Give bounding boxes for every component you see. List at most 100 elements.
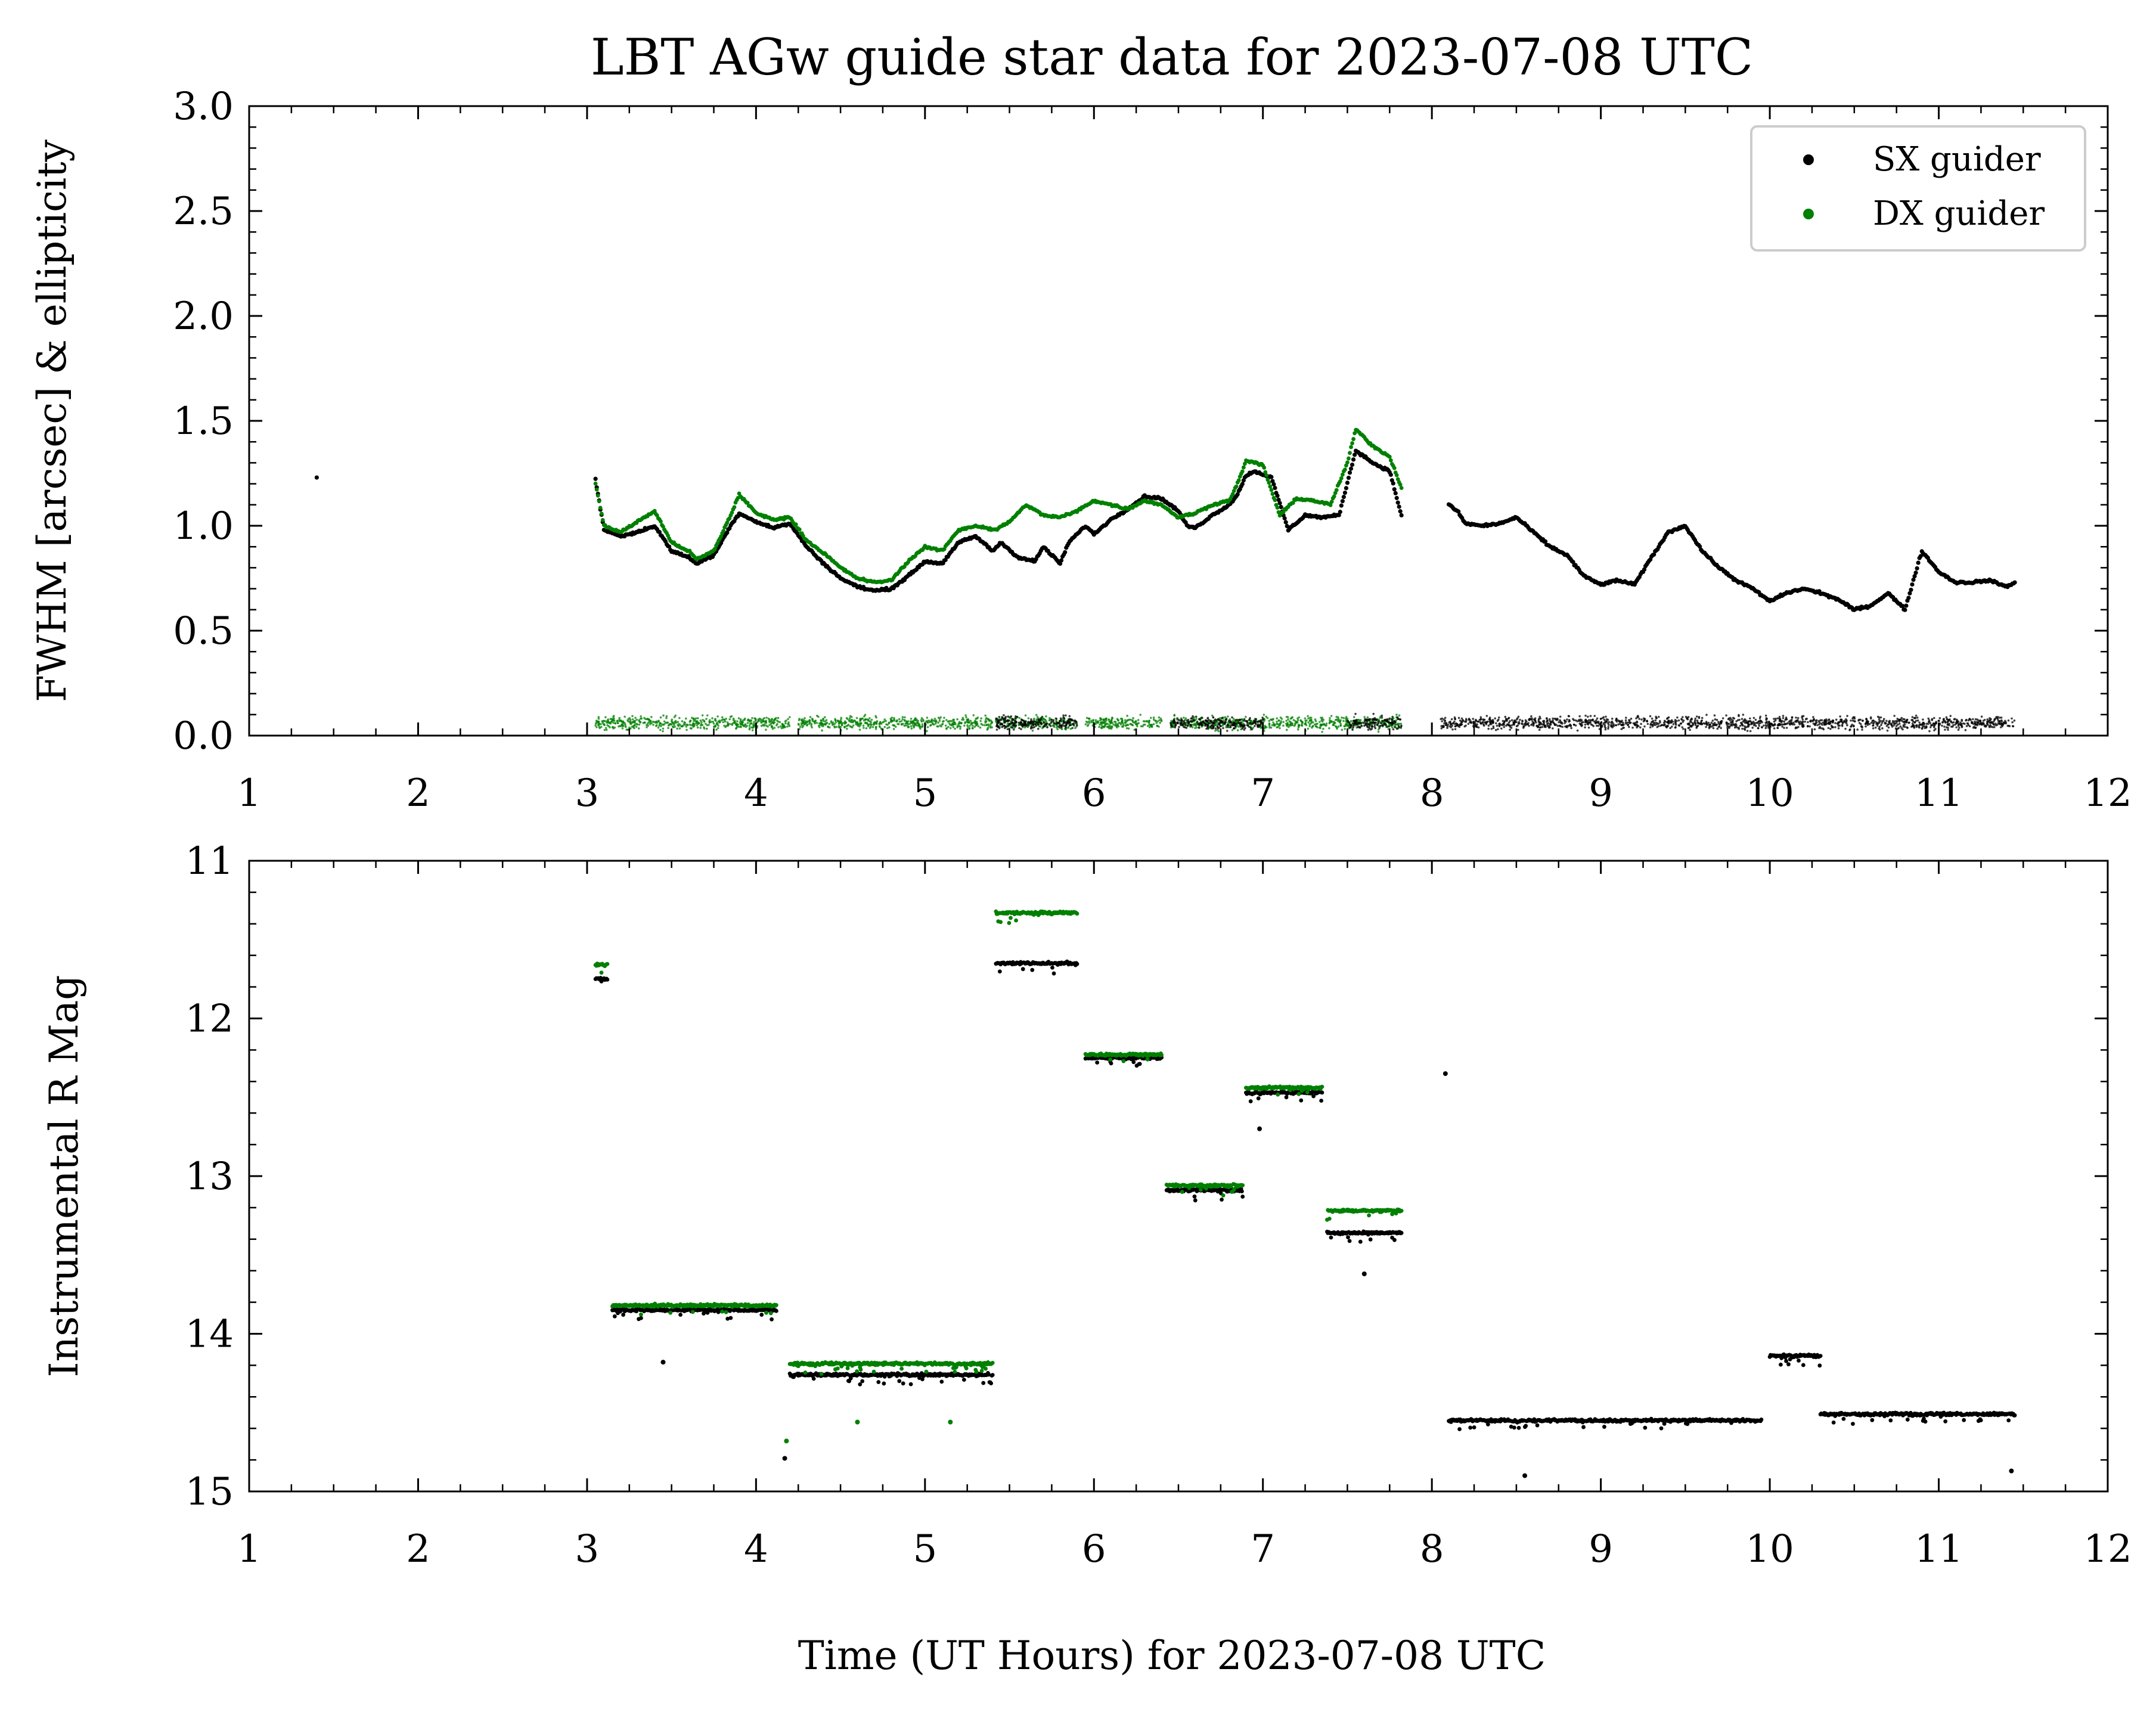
sx-ellipticity-point: [1957, 728, 1960, 731]
sx-ellipticity-point: [1744, 728, 1746, 731]
dx-ellipticity-point: [623, 715, 626, 718]
sx-ellipticity-point: [1588, 721, 1590, 724]
sx-ellipticity-point: [1563, 719, 1566, 722]
sx-fwhm-point: [1271, 482, 1276, 486]
dx-ellipticity-point: [1027, 717, 1030, 719]
sx-ellipticity-point: [1640, 718, 1643, 721]
dx-ellipticity-point: [733, 719, 736, 722]
sx-ellipticity-point: [1260, 722, 1262, 724]
sx-ellipticity-point: [1791, 717, 1794, 719]
sx-ellipticity-point: [2007, 719, 2010, 722]
dx-ellipticity-point: [779, 725, 782, 728]
sx-ellipticity-point: [1473, 722, 1475, 724]
sx-ellipticity-point: [1603, 724, 1606, 727]
dx-ellipticity-point: [868, 723, 871, 725]
sx-ellipticity-point: [1796, 719, 1798, 722]
dx-ellipticity-point: [901, 716, 904, 718]
sx-ellipticity-point: [1210, 727, 1212, 730]
sx-ellipticity-point: [1693, 721, 1696, 723]
dx-ellipticity-point: [1320, 719, 1323, 722]
sx-ellipticity-point: [1776, 717, 1779, 719]
sx-ellipticity-point: [1476, 723, 1478, 726]
sx-ellipticity-point: [1231, 724, 1234, 727]
sx-fwhm-point: [1904, 603, 1909, 608]
sx-ellipticity-point: [1178, 725, 1180, 728]
sx-ellipticity-point: [1741, 727, 1744, 730]
sx-ellipticity-point: [1589, 715, 1592, 717]
dx-ellipticity-point: [956, 718, 958, 721]
sx-ellipticity-point: [1559, 719, 1561, 722]
dx-ellipticity-point: [863, 727, 865, 729]
sx-ellipticity-point: [1634, 721, 1637, 724]
dx-ellipticity-point: [815, 721, 818, 724]
sx-ellipticity-point: [1803, 725, 1805, 728]
dx-ellipticity-point: [945, 727, 948, 730]
dx-ellipticity-point: [852, 724, 855, 727]
sx-ellipticity-point: [1784, 718, 1787, 721]
dx-ellipticity-point: [1330, 715, 1333, 717]
dx-ellipticity-point: [1328, 721, 1331, 724]
dx-ellipticity-point: [1329, 717, 1331, 719]
sx-ellipticity-point: [1517, 715, 1520, 718]
dx-ellipticity-point: [737, 717, 740, 719]
sx-ellipticity-point: [1400, 727, 1403, 729]
sx-ellipticity-point: [1876, 715, 1879, 718]
sx-ellipticity-point: [1667, 719, 1670, 722]
sx-ellipticity-point: [1507, 724, 1510, 726]
sx-ellipticity-point: [1460, 724, 1462, 727]
dx-ellipticity-point: [822, 717, 824, 720]
sx-ellipticity-point: [1542, 720, 1544, 722]
dx-ellipticity-point: [1322, 728, 1324, 730]
sx-fwhm-point: [1395, 500, 1400, 505]
dx-ellipticity-point: [1060, 728, 1063, 730]
dx-ellipticity-point: [1321, 723, 1324, 726]
sx-ellipticity-point: [1786, 722, 1789, 725]
sx-fwhm-point: [1910, 582, 1915, 587]
sx-ellipticity-point: [1066, 722, 1069, 725]
sx-ellipticity-point: [1827, 727, 1830, 730]
sx-ellipticity-point: [1651, 721, 1654, 723]
dx-ellipticity-point: [1296, 728, 1299, 731]
sx-ellipticity-point: [1887, 726, 1890, 729]
sx-ellipticity-point: [1890, 722, 1893, 725]
sx-ellipticity-point: [1219, 725, 1222, 728]
sx-ellipticity-point: [1206, 717, 1209, 719]
dx-ellipticity-point: [1214, 729, 1217, 732]
dx-ellipticity-point: [954, 727, 956, 730]
dx-ellipticity-point: [1148, 723, 1151, 726]
sx-ellipticity-point: [1680, 718, 1683, 720]
sx-ellipticity-point: [1979, 720, 1982, 722]
sx-ellipticity-point: [2008, 725, 2011, 727]
sx-ellipticity-point: [1823, 719, 1826, 722]
sx-ellipticity-point: [1918, 726, 1921, 729]
dx-ellipticity-point: [604, 716, 607, 718]
dx-ellipticity-point: [750, 726, 753, 728]
sx-ellipticity-point: [2004, 719, 2006, 722]
dx-ellipticity-point: [1316, 722, 1319, 725]
sx-ellipticity-point: [1440, 727, 1443, 730]
sx-ellipticity-point: [1878, 727, 1881, 730]
dx-ellipticity-point: [1156, 724, 1158, 727]
dx-ellipticity-point: [776, 719, 778, 722]
sx-ellipticity-point: [1254, 722, 1257, 725]
sx-ellipticity-point: [1731, 724, 1734, 727]
sx-ellipticity-point: [1853, 725, 1855, 728]
sx-ellipticity-point: [1230, 721, 1232, 724]
dx-ellipticity-point: [1290, 722, 1293, 724]
dx-ellipticity-point: [744, 723, 747, 725]
dx-ellipticity-point: [725, 717, 727, 720]
sx-ellipticity-point: [1020, 718, 1023, 721]
sx-ellipticity-point: [1782, 715, 1785, 717]
sx-ellipticity-point: [1687, 727, 1690, 730]
fwhm-panel: 1 2 3 4 5 6 7 8 9 10 11 120.00.51.01.52.02.53.0 FWH…: [29, 85, 2132, 815]
sx-ellipticity-point: [1522, 725, 1525, 728]
sx-ellipticity-point: [1651, 725, 1654, 728]
sx-ellipticity-point: [1475, 725, 1478, 728]
sx-ellipticity-point: [1444, 720, 1446, 723]
sx-ellipticity-point: [1623, 726, 1625, 729]
sx-ellipticity-point: [1479, 721, 1482, 724]
dx-ellipticity-point: [970, 722, 973, 725]
sx-ellipticity-point: [1699, 722, 1701, 725]
dx-ellipticity-point: [631, 718, 634, 721]
dx-ellipticity-point: [985, 717, 988, 719]
